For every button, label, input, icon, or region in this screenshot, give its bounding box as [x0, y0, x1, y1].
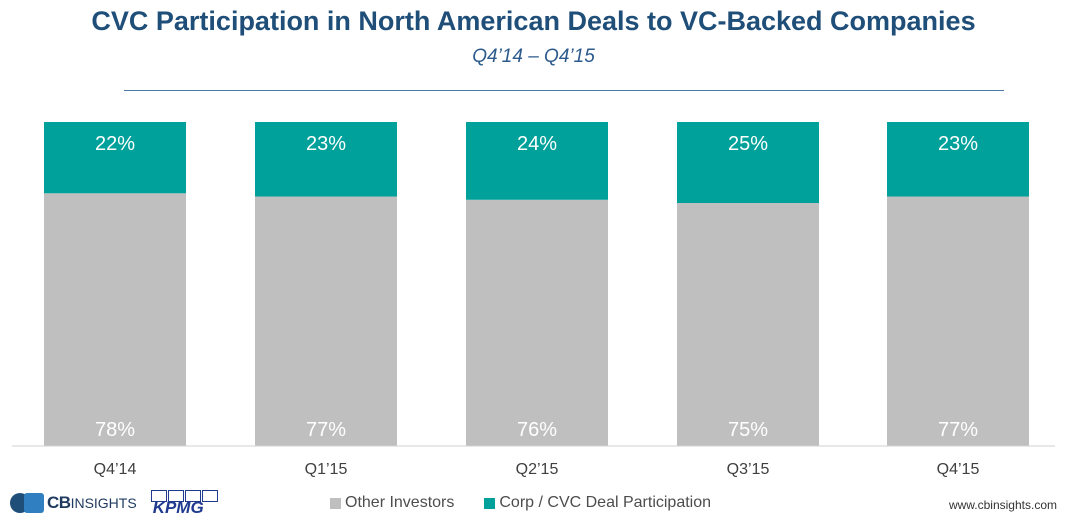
data-label-other-investors-3: 75%	[728, 419, 768, 441]
data-label-corp-cvc-1: 23%	[306, 133, 346, 155]
bar-corp-cvc-1	[255, 122, 397, 197]
data-label-other-investors-1: 77%	[306, 419, 346, 441]
bar-corp-cvc-0	[44, 122, 186, 194]
legend-swatch-corp-cvc	[484, 497, 496, 509]
x-tick-label-0: Q4’14	[94, 461, 137, 478]
data-label-other-investors-4: 77%	[938, 419, 978, 441]
data-label-other-investors-0: 78%	[95, 419, 135, 441]
legend-label-other-investors: Other Investors	[345, 494, 455, 511]
cb-insights-logo-mark	[10, 491, 44, 515]
chart-title: CVC Participation in North American Deal…	[91, 6, 976, 36]
data-label-corp-cvc-0: 22%	[95, 133, 135, 155]
bar-corp-cvc-4	[887, 122, 1029, 197]
data-label-corp-cvc-2: 24%	[517, 133, 557, 155]
cb-insights-logo: CBINSIGHTS	[10, 491, 137, 515]
bar-other-investors-3	[677, 203, 819, 446]
data-label-other-investors-2: 76%	[517, 419, 557, 441]
chart-legend: Other Investors Corp / CVC Deal Particip…	[330, 494, 741, 512]
bar-other-investors-1	[255, 196, 397, 446]
source-url: www.cbinsights.com	[948, 498, 1057, 512]
cb-insights-logo-text: CBINSIGHTS	[47, 493, 137, 512]
kpmg-logo: KPMG	[150, 490, 218, 517]
bar-corp-cvc-2	[466, 122, 608, 200]
bar-other-investors-4	[887, 196, 1029, 446]
data-label-corp-cvc-3: 25%	[728, 133, 768, 155]
x-tick-label-1: Q1’15	[305, 461, 348, 478]
x-tick-labels: Q4’14 Q1’15 Q2’15 Q3’15 Q4’15	[94, 461, 980, 478]
legend-item-corp-cvc: Corp / CVC Deal Participation	[484, 494, 711, 512]
x-tick-label-2: Q2’15	[516, 461, 559, 478]
bar-corp-cvc-3	[677, 122, 819, 203]
footer-logos: CBINSIGHTS KPMG	[10, 488, 218, 518]
bar-other-investors-0	[44, 193, 186, 446]
title-divider	[124, 90, 1004, 91]
legend-label-corp-cvc: Corp / CVC Deal Participation	[499, 494, 712, 511]
chart-subtitle: Q4’14 – Q4’15	[472, 46, 595, 67]
x-tick-label-3: Q3’15	[727, 461, 770, 478]
bars-group: 22% 78% 23% 77% 24% 76% 25% 75% 23% 77%	[44, 122, 1029, 446]
stacked-bar-chart: 22% 78% 23% 77% 24% 76% 25% 75% 23% 77% Q4’14 Q1’1…	[12, 122, 1055, 478]
data-label-corp-cvc-4: 23%	[938, 133, 978, 155]
bar-other-investors-2	[466, 199, 608, 446]
x-tick-label-4: Q4’15	[937, 461, 980, 478]
legend-item-other-investors: Other Investors	[330, 494, 454, 512]
legend-swatch-other-investors	[330, 497, 341, 509]
